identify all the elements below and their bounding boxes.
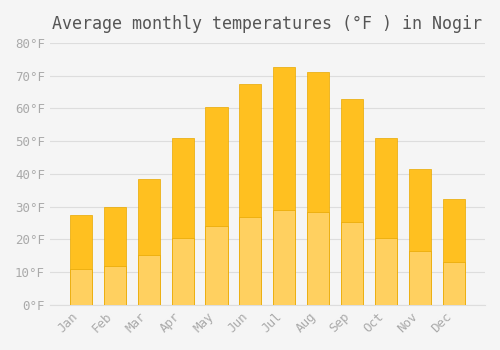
- Title: Average monthly temperatures (°F ) in Nogir: Average monthly temperatures (°F ) in No…: [52, 15, 482, 33]
- Bar: [70, 215, 92, 305]
- Bar: [409, 169, 432, 305]
- Bar: [308, 72, 330, 305]
- Bar: [409, 251, 432, 305]
- Bar: [274, 210, 295, 305]
- Bar: [240, 84, 262, 305]
- Bar: [206, 226, 228, 305]
- Bar: [342, 223, 363, 305]
- Bar: [342, 99, 363, 305]
- Bar: [443, 198, 465, 305]
- Bar: [274, 68, 295, 305]
- Bar: [308, 72, 330, 305]
- Bar: [375, 238, 398, 305]
- Bar: [240, 84, 262, 305]
- Bar: [443, 198, 465, 305]
- Bar: [70, 269, 92, 305]
- Bar: [138, 254, 160, 305]
- Bar: [104, 207, 126, 305]
- Bar: [172, 138, 194, 305]
- Bar: [138, 179, 160, 305]
- Bar: [104, 207, 126, 305]
- Bar: [104, 266, 126, 305]
- Bar: [138, 179, 160, 305]
- Bar: [206, 107, 228, 305]
- Bar: [409, 169, 432, 305]
- Bar: [308, 212, 330, 305]
- Bar: [375, 138, 398, 305]
- Bar: [172, 138, 194, 305]
- Bar: [443, 262, 465, 305]
- Bar: [375, 138, 398, 305]
- Bar: [172, 238, 194, 305]
- Bar: [206, 107, 228, 305]
- Bar: [274, 68, 295, 305]
- Bar: [240, 217, 262, 305]
- Bar: [70, 215, 92, 305]
- Bar: [342, 99, 363, 305]
